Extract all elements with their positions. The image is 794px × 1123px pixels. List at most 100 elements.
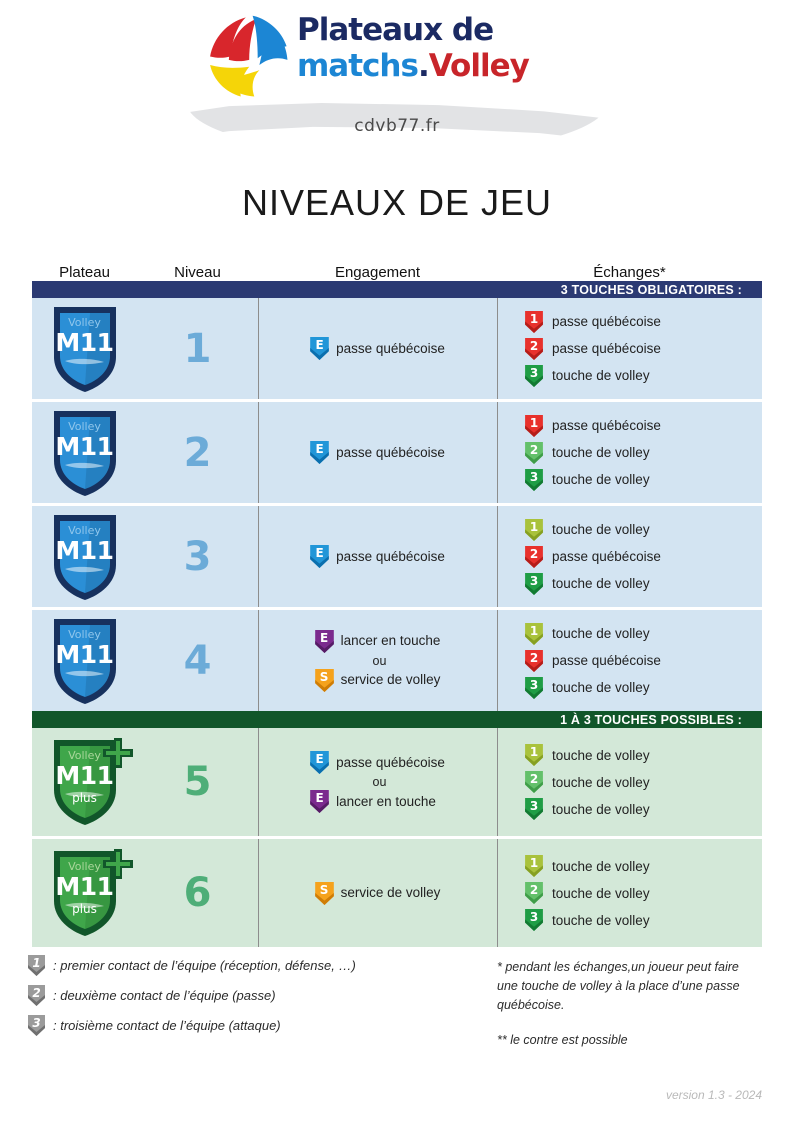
shield-badge-icon: 3 (525, 798, 543, 820)
legend-item: 1 : premier contact de l’équipe (réceptio… (28, 955, 468, 976)
shield-badge-icon: 3 (525, 676, 543, 699)
column-header-niveau: Niveau (174, 264, 221, 281)
shield-badge-icon: 1 (28, 955, 45, 976)
echanges-list: 1 touche de volley 2 touche de volley 3 touch… (525, 744, 650, 820)
echange-item-label: touche de volley (552, 576, 650, 591)
footnote-text: ** le contre est possible (497, 1033, 628, 1047)
echange-item: 3 touche de volley (525, 909, 650, 931)
shield-badge-icon: 3 (525, 468, 543, 491)
engagement-item-label: lancer en touche (336, 793, 436, 809)
engagement-item-label: lancer en touche (340, 633, 441, 648)
shield-badge-icon: 2 (28, 985, 45, 1006)
shield-badge-glyph: 2 (529, 338, 539, 353)
echange-item: 2 passe québécoise (525, 337, 661, 360)
echange-item-label: touche de volley (552, 774, 650, 790)
levels-table: Plateau Niveau Engagement Échanges* 3 TO… (32, 257, 762, 947)
shield-badge-glyph: 2 (529, 650, 539, 665)
shield-badge-glyph: E (315, 791, 324, 805)
echange-item: 2 touche de volley (525, 441, 661, 464)
cell-echanges: 1 touche de volley 2 passe québécoise 3 touch… (497, 610, 762, 711)
legend-item-label: : premier contact de l’équipe (réception… (53, 958, 356, 973)
shield-badge-icon: 2 (525, 337, 543, 360)
shield-badge-icon: 2 (525, 882, 543, 904)
section-banner-text: 3 TOUCHES OBLIGATOIRES : (560, 282, 742, 297)
engagement-item-label: passe québécoise (336, 754, 445, 770)
section-banner: 1 À 3 TOUCHES POSSIBLES : (32, 711, 762, 738)
page-title: NIVEAUX DE JEU (241, 182, 553, 223)
column-header-plateau: Plateau (59, 264, 110, 281)
shield-badge-icon: E (310, 441, 329, 464)
echange-item: 1 touche de volley (525, 518, 661, 541)
engagement-separator: ou (372, 653, 387, 668)
echange-item: 2 passe québécoise (525, 649, 661, 672)
shield-badge-glyph: 2 (529, 546, 539, 561)
legend-item: 2: deuxième contact de l’équipe (passe) (28, 985, 468, 1006)
echange-item-label: touche de volley (552, 522, 650, 537)
echange-item-label: touche de volley (552, 801, 650, 817)
plateau-shield-badge: Volley M11 (46, 615, 124, 707)
shield-badge-glyph: 2 (529, 772, 539, 786)
shield-badge-icon: 1 (525, 855, 543, 877)
legend-item: 3: troisième contact de l’équipe (attaqu… (28, 1015, 468, 1036)
shield-badge-glyph: S (319, 882, 329, 897)
column-header-echanges: Échanges* (593, 264, 666, 281)
cell-plateau: Volley M11 plus (32, 728, 137, 836)
shield-badge-glyph: E (319, 630, 329, 645)
echange-item-label: touche de volley (552, 368, 650, 383)
echanges-list: 1 touche de volley 2 passe québécoise 3 touch… (525, 622, 661, 699)
echange-item: 3 touche de volley (525, 798, 650, 820)
shield-badge-glyph: 1 (529, 856, 539, 870)
shield-badge-glyph: 3 (529, 365, 539, 380)
echange-item: 1 touche de volley (525, 744, 650, 766)
shield-badge-glyph: 3 (529, 469, 539, 484)
cell-plateau: Volley M11 plus (32, 839, 137, 947)
shield-badge-icon: E (310, 751, 329, 774)
shield-badge-glyph: 3 (529, 799, 539, 813)
engagement-separator: ou (372, 775, 387, 789)
echange-item-label: touche de volley (552, 445, 650, 460)
logo-line-2-suffix: Volley (428, 48, 530, 84)
shield-badge-icon: 2 (525, 545, 543, 568)
plus-mark-icon (102, 738, 133, 768)
plus-mark-icon (102, 849, 133, 879)
shield-badge-icon: 3 (525, 909, 543, 931)
echanges-list: 1 passe québécoise 2 touche de volley 3 touch… (525, 414, 661, 491)
level-number: 1 (183, 325, 212, 372)
echange-item: 3 touche de volley (525, 468, 661, 491)
cell-niveau: 3 (137, 506, 258, 607)
shield-outline (53, 410, 116, 496)
shield-badge-glyph: S (319, 669, 329, 684)
shield-badge-icon: 2 (525, 649, 543, 672)
echange-item-label: touche de volley (552, 747, 650, 763)
echange-item: 1 passe québécoise (525, 310, 661, 333)
cell-echanges: 1 passe québécoise 2 touche de volley 3 touch… (497, 402, 762, 503)
logo-line-2-main: matchs (297, 48, 419, 84)
echange-item-label: passe québécoise (552, 418, 661, 433)
echanges-list: 1 touche de volley 2 passe québécoise 3 touch… (525, 518, 661, 595)
shield-badge-icon: E (310, 545, 329, 568)
level-number: 2 (183, 429, 212, 476)
shield-badge-icon: E (310, 337, 329, 360)
echange-item-label: passe québécoise (552, 314, 661, 329)
cell-niveau: 1 (137, 298, 258, 399)
echange-item-label: passe québécoise (552, 549, 661, 564)
shield-badge-icon: 1 (525, 744, 543, 766)
section-banner-text: 1 À 3 TOUCHES POSSIBLES : (560, 712, 742, 727)
cell-echanges: 1 touche de volley 2 touche de volley 3 touch… (497, 839, 762, 947)
echange-item: 2 passe québécoise (525, 545, 661, 568)
echange-item: 1 passe québécoise (525, 414, 661, 437)
footnote-text: * pendant les échanges,un joueur peut fa… (497, 960, 740, 1012)
